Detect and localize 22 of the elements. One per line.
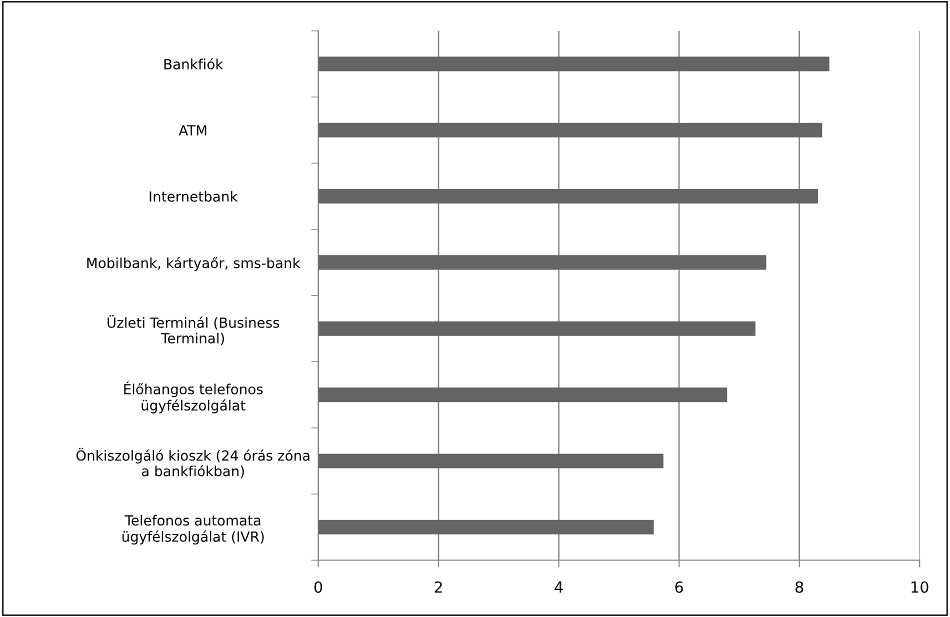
x-tick-label: 8 (796, 581, 804, 593)
x-tick-label: 0 (314, 581, 322, 593)
y-tick-label: Élőhangos telefonos ügyfélszolgálat (124, 381, 263, 414)
bar (318, 255, 766, 270)
x-tick-label: 2 (434, 581, 442, 593)
y-tick-label: Telefonos automata ügyfélszolgálat (IVR) (122, 514, 264, 545)
y-tick-label: Üzleti Terminál (Business Terminal) (108, 315, 280, 346)
x-tick-label: 4 (554, 582, 563, 593)
y-tick-label: Internetbank (150, 191, 238, 202)
y-tick-label: ATM (178, 125, 206, 136)
y-tick-label: Önkiszolgáló kioszk (24 órás zóna a bankfiókban) (76, 448, 310, 478)
bar (318, 454, 664, 468)
y-tick-label: Mobilbank, kártyaőr, sms-bank (87, 256, 300, 271)
bar (318, 321, 756, 336)
y-tick-label: Bankfiók (164, 58, 224, 70)
x-tick-label: 6 (675, 581, 683, 593)
bar (318, 56, 830, 72)
bar (318, 189, 818, 204)
bar (318, 520, 654, 534)
x-tick-label: 10 (912, 581, 928, 593)
bar (318, 388, 728, 402)
bar (318, 122, 822, 138)
